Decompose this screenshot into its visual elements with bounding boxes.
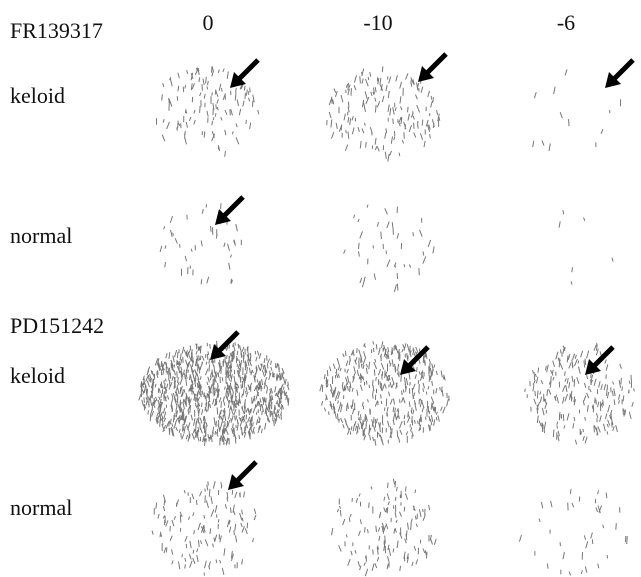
speckle-pattern xyxy=(343,204,435,293)
row-label: keloid xyxy=(10,363,65,388)
arrow-head xyxy=(230,72,246,88)
column-header: -6 xyxy=(557,10,575,35)
arrow-head xyxy=(228,474,244,490)
speckle-pattern xyxy=(558,210,614,285)
speckle-pattern xyxy=(331,478,437,577)
speckle-pattern xyxy=(532,69,622,152)
arrow-head xyxy=(605,72,621,88)
column-header: 0 xyxy=(203,10,214,35)
panels xyxy=(138,52,635,577)
row-label: normal xyxy=(10,223,72,248)
arrow-head xyxy=(210,344,226,360)
arrow-head xyxy=(215,209,231,225)
speckle-pattern xyxy=(151,481,257,576)
arrow-head xyxy=(400,359,416,375)
group-label: PD151242 xyxy=(10,313,104,338)
group-label: FR139317 xyxy=(10,18,103,43)
row-label: normal xyxy=(10,495,72,520)
arrow-head xyxy=(585,359,601,375)
row-label: keloid xyxy=(10,83,65,108)
speckle-pattern xyxy=(518,489,628,576)
column-header: -10 xyxy=(363,10,392,35)
speckle-pattern xyxy=(138,340,290,446)
speckle-pattern xyxy=(159,203,242,285)
speckle-pattern xyxy=(319,341,450,446)
arrow-head xyxy=(418,66,434,82)
speckle-pattern xyxy=(524,342,635,445)
speckle-pattern xyxy=(156,66,260,157)
speckle-pattern xyxy=(326,66,441,162)
